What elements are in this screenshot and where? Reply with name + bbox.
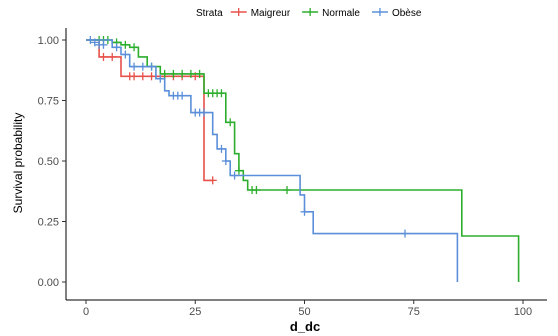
censor-mark-ob-se [300,207,309,216]
censor-mark-normale [226,118,235,127]
legend-key-normale [302,8,319,16]
plot-area [86,36,520,282]
censor-mark-ob-se [178,91,187,100]
legend: Strata Maigreur Normale Obèse [196,8,422,19]
censor-mark-normale [217,89,226,98]
x-tick-label: 50 [298,306,310,318]
x-tick-label: 75 [408,306,420,318]
censor-mark-ob-se [199,108,208,117]
legend-title: Strata [196,8,223,19]
censor-mark-ob-se [90,38,99,47]
x-axis-title: d_dc [290,319,320,334]
y-tick-label: 0.50 [38,156,59,168]
y-tick-label: 1.00 [38,35,59,47]
censor-mark-maigreur [208,176,217,185]
censor-mark-ob-se [401,229,410,238]
censor-mark-ob-se [156,74,165,83]
censor-mark-ob-se [86,36,95,44]
censor-mark-normale [283,186,292,195]
censor-mark-ob-se [112,43,121,52]
censor-mark-normale [252,186,261,195]
legend-label-normale: Normale [322,8,360,19]
censor-mark-maigreur [147,72,156,81]
censor-mark-normale [195,69,204,78]
censor-mark-ob-se [130,62,139,71]
censor-mark-normale [130,43,139,52]
censor-mark-maigreur [138,72,147,81]
x-tick-label: 0 [83,306,89,318]
censor-mark-maigreur [130,72,139,81]
y-tick-label: 0.00 [38,277,59,289]
censor-mark-ob-se [138,62,147,71]
x-tick-label: 25 [189,306,201,318]
series-line-maigreur [86,39,213,182]
y-tick-label: 0.75 [38,96,59,108]
censor-mark-ob-se [217,144,226,153]
censor-mark-ob-se [147,62,156,71]
series-line-ob-se [86,39,459,282]
censor-mark-normale [234,166,243,175]
censor-mark-ob-se [221,157,230,165]
censor-mark-maigreur [99,52,108,61]
censor-mark-normale [186,69,195,78]
censor-mark-ob-se [99,40,108,49]
censor-mark-ob-se [230,171,239,180]
censor-mark-maigreur [108,52,117,61]
censor-mark-normale [121,40,130,49]
y-axis-title: Survival probability [11,113,25,214]
censor-mark-normale [160,69,169,78]
x-axis-ticks: 0 25 50 75 100 [83,300,532,318]
censor-mark-normale [169,69,178,78]
y-tick-label: 0.25 [38,217,59,229]
y-axis-ticks: 0.00 0.25 0.50 0.75 1.00 [38,35,66,289]
legend-label-ob-se: Obèse [392,8,422,19]
legend-key-ob-se [371,8,388,16]
legend-key-maigreur [230,8,247,16]
censor-mark-ob-se [121,50,130,59]
x-tick-label: 100 [514,306,532,318]
legend-label-maigreur: Maigreur [251,8,291,19]
censor-mark-normale [178,69,187,78]
